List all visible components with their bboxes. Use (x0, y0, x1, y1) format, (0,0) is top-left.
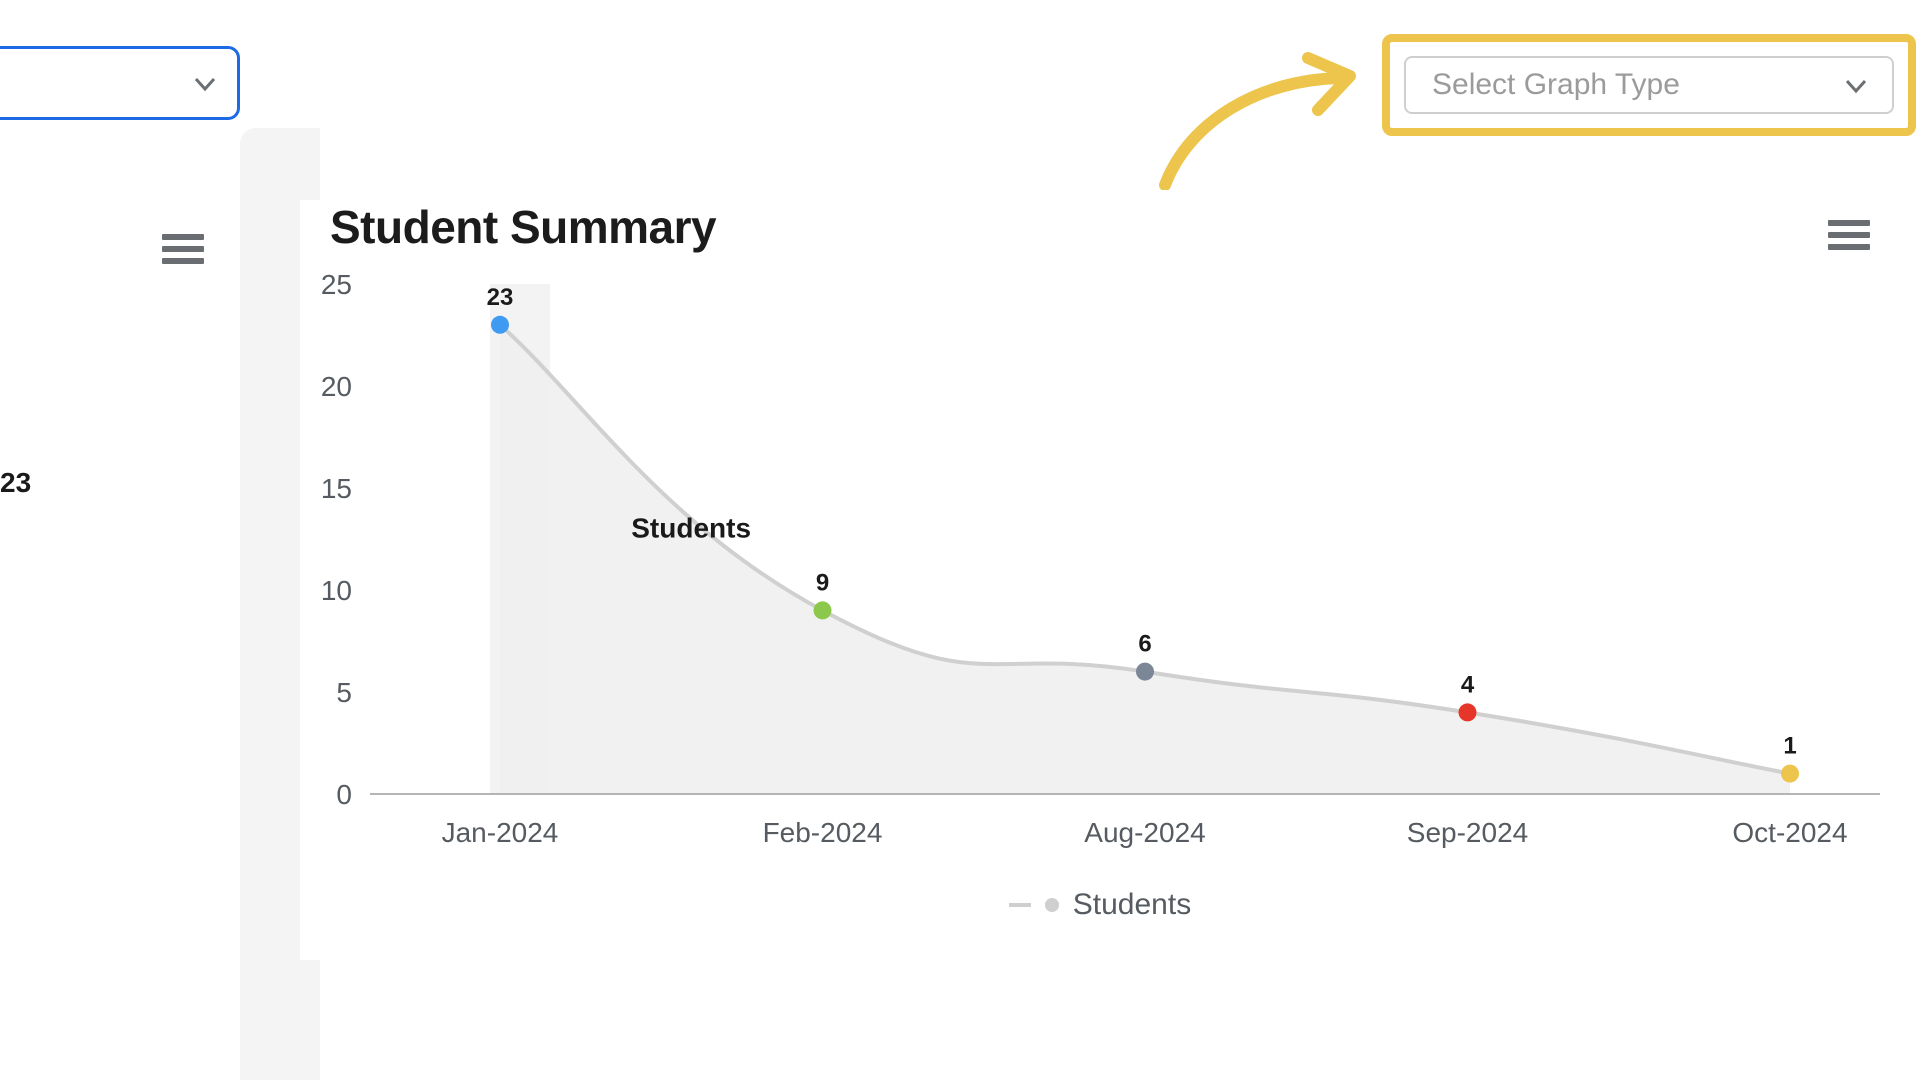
svg-text:Aug-2024: Aug-2024 (1084, 817, 1205, 848)
menu-button-left[interactable] (162, 228, 204, 270)
legend-label: Students (1073, 888, 1191, 922)
svg-text:1: 1 (1783, 733, 1796, 760)
line-chart-svg: 0 5 10 15 20 25 23 Jan-2024 9 Feb-2024 6 Aug-2024 4 S… (300, 264, 1900, 884)
graph-type-select-highlight: Select Graph Type (1382, 34, 1916, 136)
legend-marker-icon (1045, 898, 1059, 912)
student-summary-chart: Student Summary 0 5 10 15 20 25 23 Jan-2024 9 Feb… (300, 200, 1900, 960)
chevron-down-icon (1846, 68, 1866, 102)
hamburger-icon (1828, 220, 1870, 226)
hamburger-icon (162, 258, 204, 264)
svg-text:9: 9 (816, 569, 829, 596)
chart-legend: Students (300, 888, 1900, 922)
svg-text:23: 23 (487, 284, 514, 311)
svg-text:Jan-2024: Jan-2024 (442, 817, 559, 848)
annotation-arrow-icon (1150, 50, 1370, 190)
graph-type-select[interactable]: Select Graph Type (1404, 56, 1894, 114)
svg-text:6: 6 (1138, 631, 1151, 658)
svg-text:Sep-2024: Sep-2024 (1407, 817, 1528, 848)
svg-text:Oct-2024: Oct-2024 (1732, 817, 1847, 848)
graph-type-placeholder: Select Graph Type (1432, 68, 1680, 102)
svg-text:10: 10 (321, 575, 352, 606)
hamburger-icon (1828, 244, 1870, 250)
svg-text:Feb-2024: Feb-2024 (763, 817, 883, 848)
svg-text:0: 0 (336, 779, 352, 810)
svg-text:25: 25 (321, 269, 352, 300)
legend-line-icon (1009, 903, 1031, 907)
stray-value-label: 23 (0, 467, 31, 499)
left-filter-select[interactable]: e (0, 46, 240, 120)
chart-title: Student Summary (330, 200, 1900, 254)
hamburger-icon (162, 246, 204, 252)
svg-text:Students: Students (631, 513, 751, 544)
hamburger-icon (1828, 232, 1870, 238)
left-filter-text: e (0, 66, 195, 100)
svg-text:20: 20 (321, 371, 352, 402)
svg-text:4: 4 (1461, 671, 1475, 698)
svg-text:5: 5 (336, 677, 352, 708)
chart-menu-button[interactable] (1828, 214, 1870, 256)
chevron-down-icon (195, 66, 215, 100)
svg-text:15: 15 (321, 473, 352, 504)
hamburger-icon (162, 234, 204, 240)
